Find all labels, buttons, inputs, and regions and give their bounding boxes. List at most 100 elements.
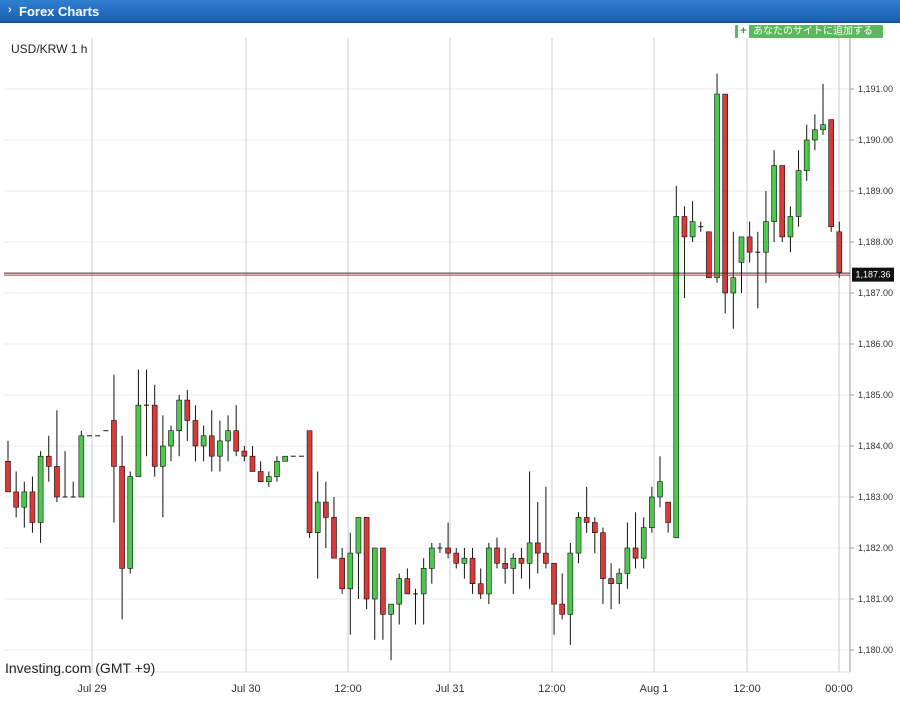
candle-body [714, 93, 720, 279]
candle [331, 497, 337, 559]
candle [380, 547, 386, 640]
candle-body [486, 547, 492, 595]
branding-label: Investing.com (GMT +9) [5, 660, 156, 676]
candle-body [265, 476, 272, 483]
candle-body [608, 578, 614, 584]
y-tick-label: 1,184.00 [858, 441, 893, 451]
candle [437, 542, 443, 554]
candle-body [363, 517, 370, 600]
candle [225, 415, 231, 462]
candle [396, 573, 403, 625]
y-tick-label: 1,180.00 [858, 645, 893, 655]
candle [363, 517, 370, 610]
x-tick-label: Jul 30 [231, 683, 260, 695]
candle-body [274, 460, 280, 477]
candle [339, 548, 345, 594]
candle-body [347, 552, 354, 590]
candle [746, 221, 753, 263]
candle [347, 532, 354, 635]
candle [689, 201, 696, 242]
candle [812, 114, 818, 151]
y-tick-label: 1,185.00 [858, 390, 893, 400]
candle-body [420, 568, 427, 595]
window-header: › Forex Charts [0, 0, 900, 23]
candle-body [469, 557, 476, 585]
candle-body [127, 476, 134, 569]
candle-body [600, 532, 606, 579]
candle-body [518, 557, 525, 564]
candle [820, 83, 826, 135]
candle-body [640, 527, 647, 559]
candle-body [225, 430, 231, 442]
x-tick-label: 12:00 [334, 683, 362, 695]
candle-body [396, 578, 403, 605]
candle [160, 415, 166, 518]
candle [591, 517, 598, 554]
candle [551, 562, 557, 635]
price-label: 1,187.36 [855, 270, 890, 280]
candle [428, 542, 435, 584]
x-tick-label: 12:00 [733, 683, 761, 695]
candle [144, 369, 150, 457]
candle-body [404, 578, 411, 595]
candle [502, 548, 508, 584]
current-price-marker: 1,187.36 [4, 267, 894, 282]
x-tick-label: Aug 1 [640, 683, 669, 695]
candle [583, 486, 590, 533]
candle [616, 568, 623, 605]
candle-body [111, 420, 117, 467]
candle [714, 73, 720, 283]
candle [445, 522, 451, 559]
candle-body [763, 221, 769, 253]
candle-body [477, 583, 484, 595]
candle-body [257, 471, 264, 482]
y-tick-label: 1,189.00 [858, 186, 893, 196]
candle-body [657, 481, 663, 498]
plus-icon: + [738, 25, 749, 38]
candle [828, 119, 834, 232]
candle-body [681, 216, 688, 238]
candle [54, 410, 60, 503]
candle [200, 425, 207, 462]
candle [836, 221, 843, 278]
candle-body [371, 547, 378, 600]
candle-body [208, 435, 215, 457]
collapse-arrow-icon[interactable]: › [8, 4, 12, 16]
chart-title: USD/KRW 1 h [11, 42, 88, 56]
candle-body [355, 517, 362, 554]
candle [119, 435, 125, 620]
candle [176, 395, 182, 457]
candle [314, 471, 321, 579]
candle-body [779, 165, 786, 238]
y-tick-label: 1,181.00 [858, 594, 893, 604]
candle [62, 451, 68, 498]
candle [706, 231, 712, 279]
candle [184, 389, 191, 441]
candle-body [135, 404, 142, 477]
candle [388, 603, 394, 661]
x-tick-label: 00:00 [825, 683, 853, 695]
candle-body [828, 119, 834, 227]
candle [575, 512, 582, 564]
candle [265, 471, 272, 487]
candle-body [730, 277, 737, 294]
add-to-site-button[interactable]: + あなたのサイトに追加する [735, 25, 883, 38]
candle [371, 547, 378, 640]
candle [323, 481, 329, 548]
candle [45, 435, 52, 482]
candle-body [738, 236, 745, 263]
candle [413, 588, 418, 625]
price-label-box [852, 267, 894, 282]
candle [135, 369, 142, 477]
candle [233, 405, 239, 457]
candle [13, 471, 19, 518]
candle-body [616, 573, 623, 584]
candle-body [722, 93, 729, 294]
add-to-site-label: あなたのサイトに追加する [753, 26, 873, 37]
candle [274, 456, 280, 482]
candle [249, 446, 256, 472]
candle-body [37, 455, 44, 523]
x-tick-label: Jul 29 [77, 683, 106, 695]
candle-body [461, 557, 468, 564]
y-tick-label: 1,188.00 [858, 237, 893, 247]
